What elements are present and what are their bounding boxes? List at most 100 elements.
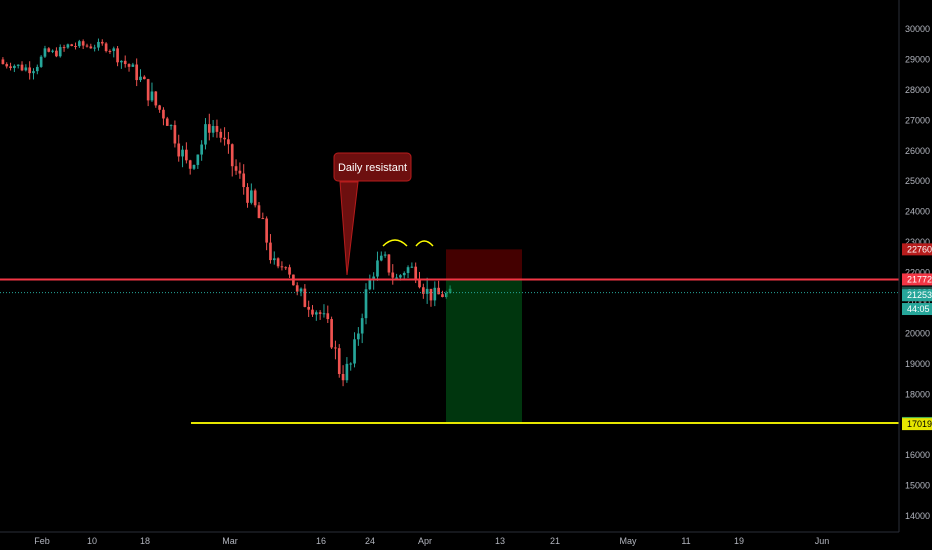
candle-down bbox=[387, 254, 391, 273]
candle-down bbox=[154, 91, 158, 106]
candle-up bbox=[51, 50, 54, 52]
price-tags: 2276021772213392125344:051705717019 bbox=[902, 243, 932, 431]
candle-up bbox=[112, 48, 116, 52]
time-tick-label: May bbox=[619, 536, 637, 546]
candle-up bbox=[169, 125, 173, 127]
candle-up bbox=[66, 44, 70, 48]
candle-down bbox=[318, 312, 322, 314]
candle-down bbox=[74, 46, 77, 48]
candle-down bbox=[85, 45, 89, 47]
candle-up bbox=[150, 91, 154, 101]
candle-down bbox=[165, 118, 169, 126]
candle-up bbox=[402, 272, 406, 276]
candle-down bbox=[81, 41, 85, 46]
candle-down bbox=[391, 272, 395, 278]
candle-up bbox=[372, 276, 375, 280]
price-tag bbox=[902, 289, 932, 302]
candle-down bbox=[307, 306, 311, 310]
candle-down bbox=[295, 285, 299, 292]
candle-up bbox=[368, 279, 372, 290]
candle-down bbox=[100, 41, 104, 44]
candle-down bbox=[242, 173, 246, 188]
price-tick-label: 20000 bbox=[905, 328, 930, 338]
candle-up bbox=[120, 60, 123, 63]
candle-up bbox=[272, 258, 276, 261]
time-tick-label: 10 bbox=[87, 536, 97, 546]
candle-down bbox=[303, 288, 307, 307]
candle-down bbox=[230, 144, 234, 167]
candle-down bbox=[334, 347, 337, 349]
candle-down bbox=[280, 266, 284, 268]
candle-down bbox=[185, 149, 188, 161]
candle-down bbox=[441, 294, 444, 298]
price-tick-label: 18000 bbox=[905, 389, 930, 399]
peak-arc-1 bbox=[382, 239, 408, 247]
candle-up bbox=[433, 287, 437, 301]
candle-down bbox=[215, 126, 219, 132]
candle-down bbox=[28, 67, 32, 74]
time-tick-label: Apr bbox=[418, 536, 432, 546]
candle-down bbox=[173, 125, 177, 144]
candle-down bbox=[89, 46, 93, 49]
time-tick-label: Feb bbox=[34, 536, 50, 546]
callout-text: Daily resistant bbox=[338, 162, 407, 174]
candle-down bbox=[158, 105, 161, 110]
price-tag-label: 17019 bbox=[907, 419, 932, 429]
candle-down bbox=[429, 288, 433, 301]
candle-up bbox=[204, 124, 207, 145]
candle-up bbox=[131, 64, 135, 67]
candle-down bbox=[207, 124, 211, 133]
candle-up bbox=[43, 48, 47, 57]
candle-up bbox=[200, 144, 203, 155]
candle-up bbox=[93, 47, 96, 49]
candle-up bbox=[399, 275, 402, 278]
candle-up bbox=[35, 66, 39, 72]
price-tick-label: 27000 bbox=[905, 115, 930, 125]
candle-up bbox=[192, 164, 196, 169]
candle-up bbox=[32, 71, 35, 74]
candle-up bbox=[211, 126, 215, 133]
time-tick-label: 24 bbox=[365, 536, 375, 546]
candle-down bbox=[1, 59, 5, 65]
price-tick-label: 24000 bbox=[905, 207, 930, 217]
callout-pointer bbox=[339, 181, 359, 276]
candle-down bbox=[47, 48, 51, 52]
candle-down bbox=[253, 190, 257, 206]
plot-area[interactable] bbox=[1, 38, 452, 387]
candle-up bbox=[97, 41, 100, 48]
position-risk-zone[interactable] bbox=[446, 249, 522, 281]
candle-up bbox=[353, 339, 356, 364]
position-target-zone[interactable] bbox=[446, 280, 522, 423]
price-tick-label: 28000 bbox=[905, 85, 930, 95]
candle-down bbox=[188, 160, 192, 169]
candle-down bbox=[276, 258, 280, 267]
candle-up bbox=[360, 318, 364, 334]
candle-up bbox=[349, 363, 353, 365]
price-tick-label: 15000 bbox=[905, 481, 930, 491]
candle-up bbox=[13, 65, 16, 69]
price-tick-label: 25000 bbox=[905, 176, 930, 186]
candle-down bbox=[341, 373, 345, 381]
price-tag bbox=[902, 273, 932, 286]
candle-down bbox=[135, 64, 139, 81]
price-tick-label: 16000 bbox=[905, 450, 930, 460]
candle-up bbox=[322, 313, 326, 315]
time-axis[interactable]: Feb 10 18 Mar 16 24 Apr 13 21 May 11 19 Jun bbox=[34, 536, 829, 546]
candle-down bbox=[421, 287, 425, 294]
candle-down bbox=[223, 137, 226, 140]
candle-up bbox=[376, 260, 379, 277]
price-tick-label: 22000 bbox=[905, 268, 930, 278]
callout-box[interactable] bbox=[333, 152, 412, 182]
price-tick-label: 26000 bbox=[905, 146, 930, 156]
candle-down bbox=[62, 47, 66, 49]
price-tag-label: 22760 bbox=[907, 244, 932, 254]
candle-down bbox=[162, 109, 165, 119]
candle-down bbox=[330, 319, 333, 348]
peak-arc-2 bbox=[415, 240, 434, 247]
price-tag-label: 44:05 bbox=[907, 304, 930, 314]
time-tick-label: 18 bbox=[140, 536, 150, 546]
candle-up bbox=[364, 289, 368, 319]
candle-down bbox=[437, 287, 440, 295]
candle-down bbox=[9, 66, 12, 69]
